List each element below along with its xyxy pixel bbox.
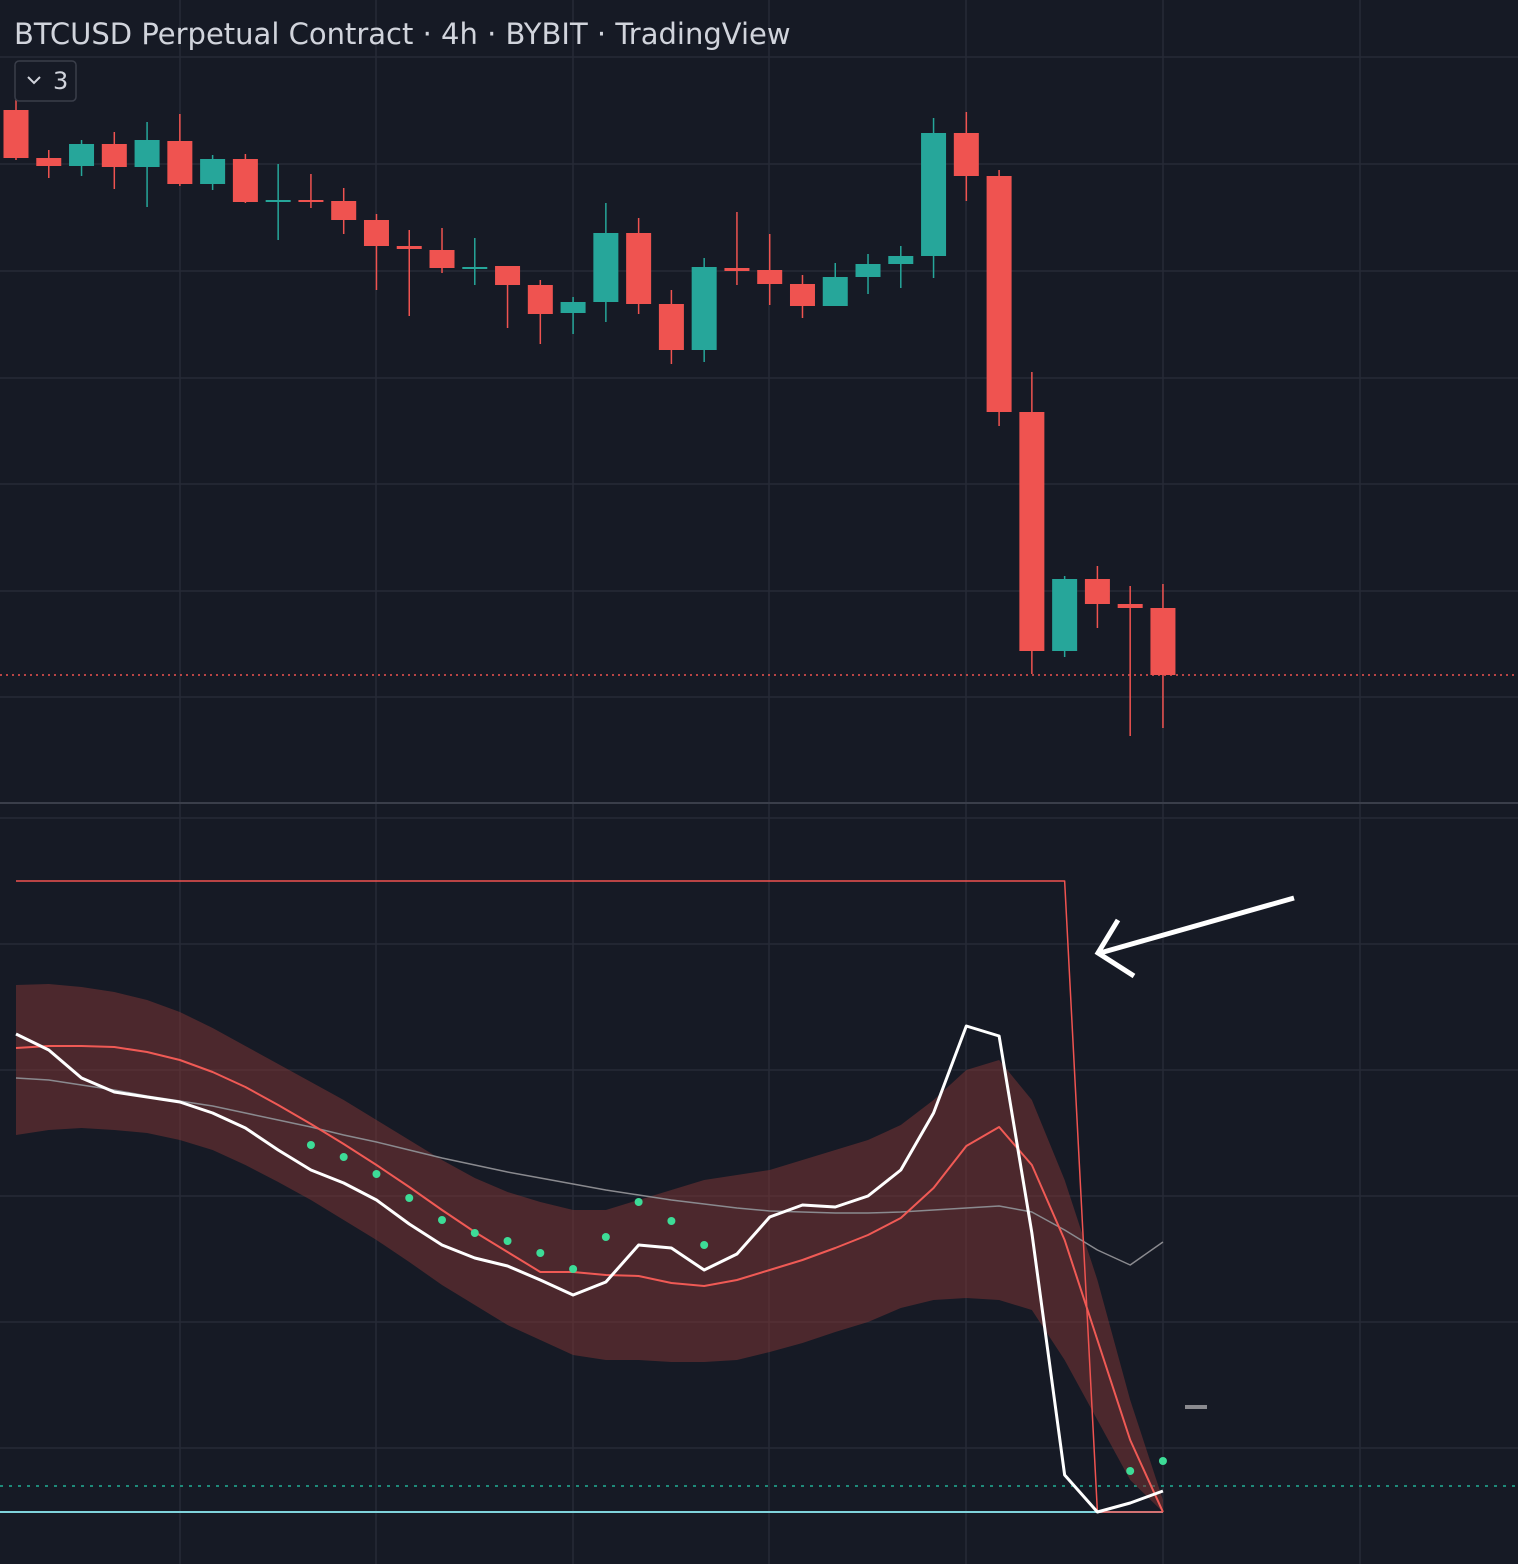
- candle-body: [462, 267, 488, 269]
- candle-body: [593, 233, 619, 302]
- candle-body: [822, 277, 848, 306]
- chart-title: BTCUSD Perpetual Contract · 4h · BYBIT ·…: [14, 17, 791, 51]
- candle-body: [757, 270, 783, 284]
- candle-body: [888, 256, 914, 264]
- dot: [339, 1153, 348, 1161]
- plot: [0, 100, 1518, 1514]
- dot: [438, 1216, 447, 1224]
- dot: [372, 1170, 381, 1178]
- candle-body: [265, 200, 291, 202]
- indicator-line: [16, 880, 1163, 1513]
- candle-body: [200, 159, 226, 184]
- dot: [1158, 1457, 1167, 1465]
- candle-body: [1052, 579, 1078, 651]
- indicator-line: [15, 1045, 1164, 1513]
- candle-body: [527, 285, 553, 314]
- dot: [306, 1141, 315, 1149]
- annotation-arrow: [1094, 895, 1295, 979]
- dot: [1126, 1467, 1135, 1475]
- candle-body: [855, 264, 881, 277]
- collapse-button[interactable]: 3: [14, 60, 77, 102]
- candle-body: [232, 159, 258, 202]
- dot: [405, 1194, 414, 1202]
- candle-body: [1084, 579, 1110, 604]
- candle-body: [953, 133, 979, 176]
- dot: [700, 1241, 709, 1249]
- candle-body: [626, 233, 652, 304]
- candle-body: [495, 266, 521, 285]
- candle-body: [658, 304, 684, 350]
- candle-body: [363, 220, 389, 246]
- dot: [634, 1198, 643, 1206]
- dot: [601, 1233, 610, 1241]
- dot: [569, 1265, 578, 1273]
- candle-body: [789, 284, 815, 306]
- dot: [536, 1249, 545, 1257]
- band-area: [16, 984, 1163, 1512]
- candle-body: [986, 176, 1012, 412]
- candle-body: [36, 158, 62, 166]
- candle-body: [1150, 608, 1176, 675]
- candle-body: [298, 200, 324, 202]
- collapse-label: 3: [53, 67, 68, 95]
- candle-body: [69, 144, 95, 166]
- candle-body: [396, 246, 422, 249]
- candle-body: [921, 133, 947, 256]
- candle-body: [167, 141, 193, 184]
- candle-body: [1019, 412, 1045, 651]
- candle-body: [331, 201, 357, 220]
- candle-body: [560, 302, 586, 313]
- candle-body: [101, 144, 127, 167]
- button-frame[interactable]: [14, 60, 77, 102]
- dot: [503, 1237, 512, 1245]
- candle-body: [134, 140, 160, 167]
- chevron: [27, 76, 41, 85]
- candle-body: [691, 267, 717, 350]
- indicator-line: [15, 1024, 1164, 1514]
- candle-body: [1117, 604, 1143, 608]
- dot: [667, 1217, 676, 1225]
- candle-body: [3, 110, 29, 158]
- candle-body: [724, 268, 750, 271]
- indicator-line: [15, 1077, 1164, 1266]
- dot: [470, 1229, 479, 1237]
- candle-body: [429, 250, 455, 268]
